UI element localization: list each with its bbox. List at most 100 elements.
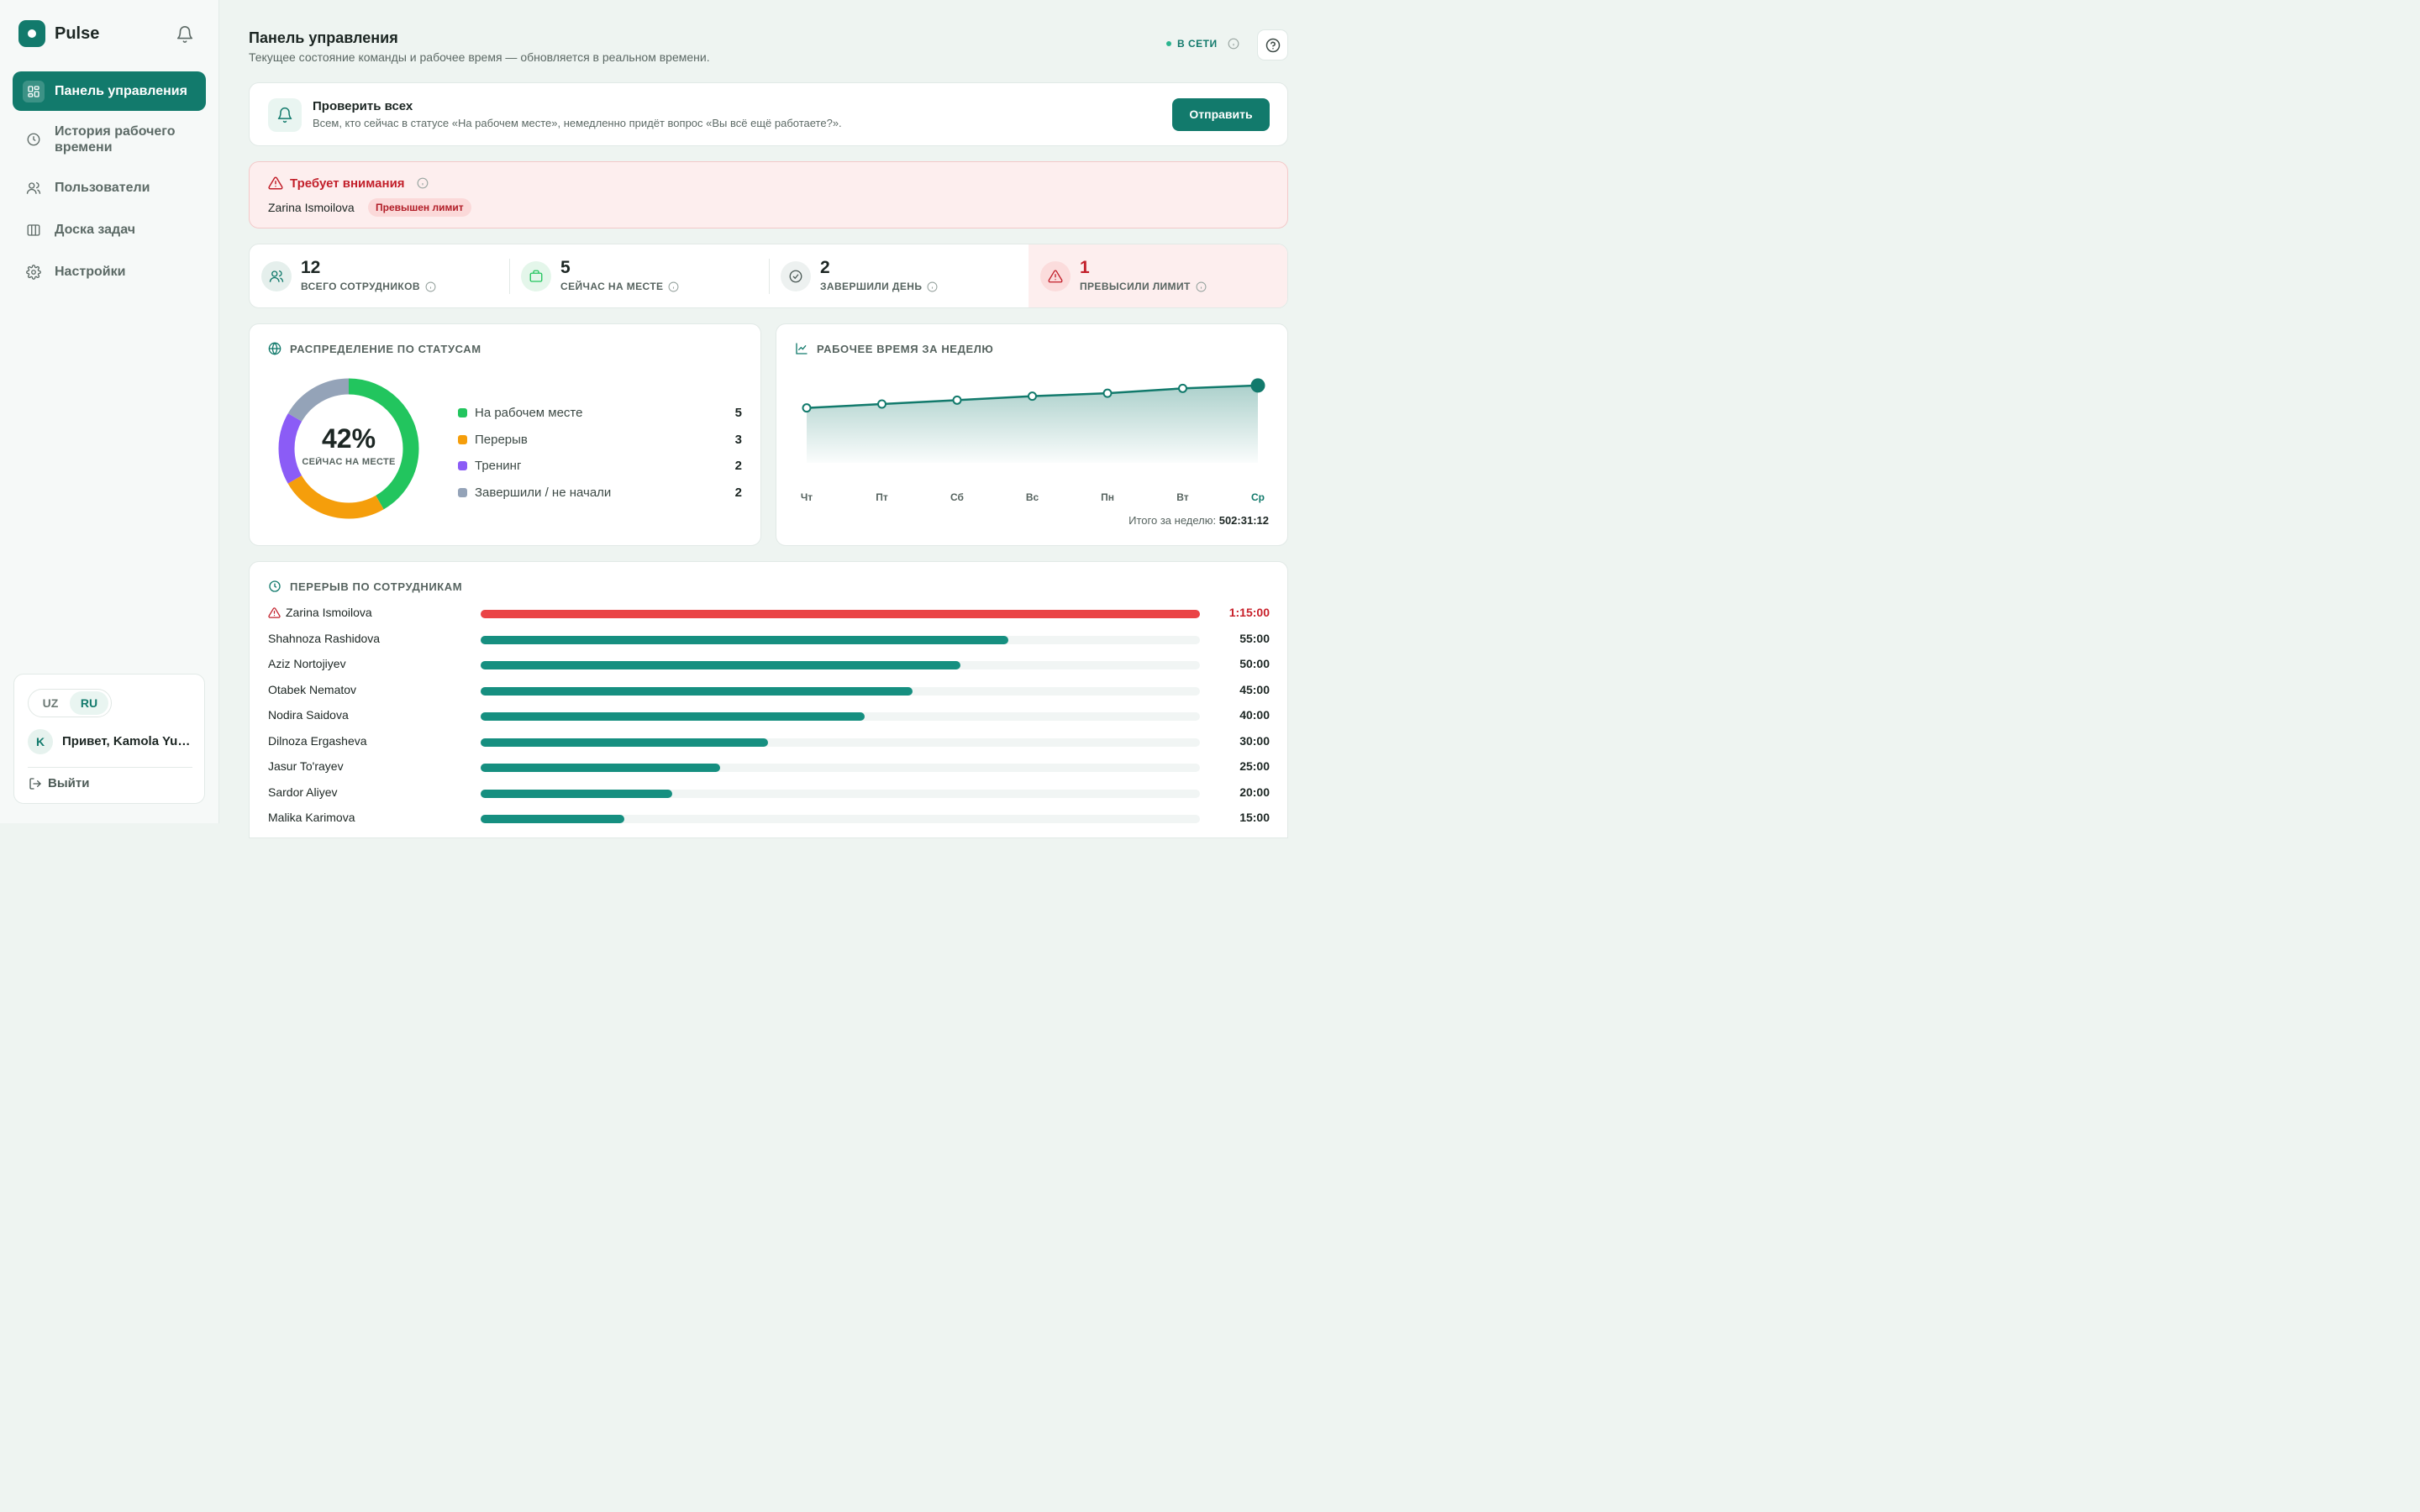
check-all-description: Всем, кто сейчас в статусе «На рабочем м… [313,117,842,129]
logout-icon [29,777,41,790]
card-header: РАБОЧЕЕ ВРЕМЯ ЗА НЕДЕЛЮ [795,342,993,355]
page-title: Панель управления [249,29,398,46]
break-time: 50:00 [1239,657,1270,670]
divider [769,259,770,294]
break-row[interactable]: Otabek Nematov 45:00 [268,678,1270,703]
break-time: 30:00 [1239,733,1270,748]
help-icon [1265,38,1280,52]
page-subtitle: Текущее состояние команды и рабочее врем… [249,50,710,64]
break-time: 40:00 [1239,708,1270,722]
break-row[interactable]: Nodira Saidova 40:00 [268,703,1270,728]
stat-label-text: ВСЕГО СОТРУДНИКОВ [301,281,420,292]
send-button[interactable]: Отправить [1172,98,1270,131]
x-tick-label: Сб [950,491,964,503]
break-bar [481,789,673,798]
logout-button[interactable]: Выйти [29,776,89,790]
gear-icon [24,263,43,281]
check-all-title: Проверить всех [313,99,413,113]
attention-employee-name[interactable]: Zarina Ismoilova [268,201,355,214]
x-tick-label: Ср [1251,491,1265,503]
break-bar [481,712,865,721]
chart-point[interactable] [802,403,812,413]
card-title: ПЕРЕРЫВ ПО СОТРУДНИКАМ [290,580,463,593]
info-icon[interactable] [417,177,429,189]
stat-value: 2 [820,258,830,277]
sidebar-item-history[interactable]: История рабочего времени [13,113,206,165]
user-greeting: Привет, Kamola Yusupova [62,734,197,748]
x-tick-label: Пт [876,491,888,503]
sidebar-item-label: История рабочего времени [55,124,176,155]
break-bar [481,610,1200,618]
break-bar [481,635,1008,644]
stat-label-text: СЕЙЧАС НА МЕСТЕ [560,281,664,292]
break-bar [481,764,721,772]
help-button[interactable] [1257,29,1288,60]
info-icon[interactable] [927,281,938,292]
employee-name: Dilnoza Ergasheva [268,733,367,748]
stat-total-employees: 12 ВСЕГО СОТРУДНИКОВ [250,244,509,307]
sidebar-item-label: Пользователи [55,180,150,195]
sidebar-item-label: Настройки [55,264,126,279]
weekly-hours-card: РАБОЧЕЕ ВРЕМЯ ЗА НЕДЕЛЮ Чт Пт Сб Вс Пн Вт Ср И… [776,323,1288,546]
users-icon [261,261,292,291]
legend-label: Перерыв [475,432,528,447]
notifications-bell-icon[interactable] [176,25,194,44]
sidebar: Pulse Панель управления История рабочего… [0,0,219,823]
donut-center-label: СЕЙЧАС НА МЕСТЕ [302,457,396,467]
donut-segment-3 [278,378,419,519]
break-row[interactable]: Zarina Ismoilova 1:15:00 [268,601,1270,626]
stat-label: ЗАВЕРШИЛИ ДЕНЬ [820,281,938,292]
donut-segment-1 [278,378,419,519]
sidebar-item-users[interactable]: Пользователи [13,168,206,207]
card-title: РАСПРЕДЕЛЕНИЕ ПО СТАТУСАМ [290,342,481,355]
chart-point[interactable] [952,395,962,405]
chart-point[interactable] [1028,391,1037,402]
weekly-line-chart: Чт Пт Сб Вс Пн Вт Ср [801,378,1265,503]
attention-card: Требует внимания Zarina Ismoilova Превыш… [249,161,1288,228]
sidebar-item-settings[interactable]: Настройки [13,252,206,291]
employee-name: Aziz Nortojiyev [268,657,346,670]
legend-swatch [458,408,467,418]
donut-segment-2 [278,378,419,519]
week-total-label: Итого за неделю: [1128,514,1217,527]
sidebar-item-dashboard[interactable]: Панель управления [13,71,206,111]
chart-point[interactable] [1178,383,1187,393]
employee-name: Malika Karimova [268,811,355,824]
info-icon[interactable] [425,281,436,292]
warning-icon [268,606,281,618]
briefcase-icon [521,261,551,291]
stat-label-text: ПРЕВЫСИЛИ ЛИМИТ [1080,281,1191,292]
sidebar-item-board[interactable]: Доска задач [13,210,206,249]
dashboard-icon [23,80,45,102]
chart-point[interactable] [1102,388,1113,398]
chart-point[interactable] [1250,378,1265,393]
stat-label: СЕЙЧАС НА МЕСТЕ [560,281,679,292]
break-time: 20:00 [1239,785,1270,799]
break-bar-track [481,686,1200,696]
legend-swatch [458,461,467,471]
employee-name: Jasur To'rayev [268,759,344,773]
break-row[interactable]: Jasur To'rayev 25:00 [268,754,1270,780]
chart-point[interactable] [877,399,886,409]
break-row[interactable]: Shahnoza Rashidova 55:00 [268,627,1270,652]
sidebar-item-label: Доска задач [55,222,135,237]
break-row[interactable]: Sardor Aliyev 20:00 [268,780,1270,806]
brand[interactable]: Pulse [18,20,99,47]
sidebar-item-label: Панель управления [55,83,187,98]
legend-value: 5 [734,406,742,421]
break-bar [481,686,913,696]
info-icon[interactable] [1228,38,1239,50]
employee-name: Zarina Ismoilova [268,606,372,619]
legend-item: Тренинг 2 [458,453,742,480]
language-ru[interactable]: RU [70,691,108,715]
language-uz[interactable]: UZ [42,696,59,710]
legend-label: Завершили / не начали [475,486,612,501]
legend-value: 2 [734,459,742,474]
info-icon[interactable] [1196,281,1207,292]
info-icon[interactable] [668,281,679,292]
card-header: РАСПРЕДЕЛЕНИЕ ПО СТАТУСАМ [268,342,481,355]
break-row[interactable]: Dilnoza Ergasheva 30:00 [268,729,1270,754]
online-dot-icon [1166,41,1171,46]
break-row[interactable]: Malika Karimova 15:00 [268,806,1270,831]
break-row[interactable]: Aziz Nortojiyev 50:00 [268,652,1270,677]
